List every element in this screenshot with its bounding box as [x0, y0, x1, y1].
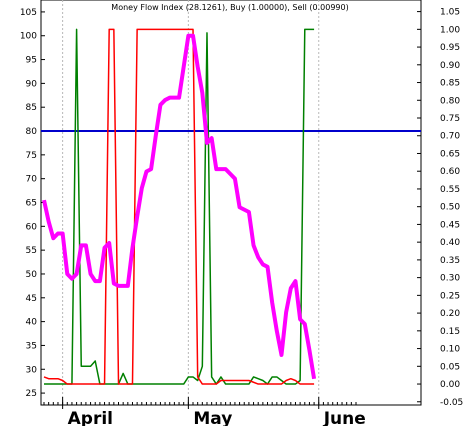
- x-tick-label-april: April: [68, 409, 113, 426]
- left-tick-label: 90: [26, 79, 38, 89]
- left-tick-label: 85: [26, 103, 37, 113]
- left-tick-label: 105: [20, 8, 37, 18]
- right-tick-label: 0.95: [440, 43, 460, 53]
- right-tick-label: 0.90: [440, 61, 460, 71]
- right-tick-label: 0.35: [440, 256, 460, 266]
- right-tick-label: 0.50: [440, 203, 460, 213]
- right-axis-labels: -0.05 0.00 0.05 0.10 0.15 0.20 0.25 0.30 0.35 0.4…: [440, 8, 463, 408]
- plot-frame: [40, 0, 422, 406]
- left-axis-labels: 25 30 35 40 45 50 55 60 65 70 75 80 85 90 95 100 105: [20, 8, 37, 399]
- right-tick-label: 0.85: [440, 79, 460, 89]
- right-tick-label: 0.75: [440, 114, 460, 124]
- left-tick-label: 95: [26, 56, 37, 66]
- x-tick-label-june: June: [323, 409, 366, 426]
- chart-title: Money Flow Index (28.1261), Buy (1.00000…: [111, 3, 348, 12]
- right-tick-label: 0.80: [440, 96, 460, 106]
- right-tick-label: 0.00: [440, 380, 460, 390]
- right-tick-label: -0.05: [440, 398, 463, 408]
- right-tick-label: 0.45: [440, 220, 460, 230]
- series-layer: [42, 28, 317, 385]
- left-tick-label: 75: [26, 151, 37, 161]
- right-tick-label: 0.70: [440, 132, 460, 142]
- left-tick-label: 100: [20, 32, 37, 42]
- right-tick-label: 0.10: [440, 345, 460, 355]
- right-tick-label: 0.25: [440, 291, 460, 301]
- left-tick-label: 25: [26, 389, 37, 399]
- right-tick-label: 0.20: [440, 309, 460, 319]
- left-tick-label: 55: [26, 246, 37, 256]
- left-tick-label: 50: [26, 270, 38, 280]
- series-line-008000: [44, 28, 315, 385]
- right-tick-label: 0.15: [440, 327, 460, 337]
- right-tick-label: 0.65: [440, 149, 460, 159]
- left-tick-label: 40: [26, 318, 38, 328]
- right-tick-label: 0.30: [440, 274, 460, 284]
- left-tick-label: 60: [26, 222, 38, 232]
- left-tick-label: 35: [26, 341, 37, 351]
- series-line-ff00ff: [42, 33, 317, 380]
- right-tick-label: 0.05: [440, 362, 460, 372]
- left-tick-label: 80: [26, 127, 38, 137]
- right-tick-label: 1.05: [440, 8, 460, 18]
- right-tick-label: 0.55: [440, 185, 460, 195]
- right-tick-label: 0.40: [440, 238, 460, 248]
- series-line-ff0000: [43, 28, 315, 385]
- left-tick-label: 45: [26, 294, 37, 304]
- right-tick-label: 1.00: [440, 25, 460, 35]
- left-tick-label: 65: [26, 199, 37, 209]
- left-tick-label: 30: [26, 365, 38, 375]
- right-tick-label: 0.60: [440, 167, 460, 177]
- left-tick-label: 70: [26, 175, 38, 185]
- x-axis-month-labels: April May June: [68, 409, 366, 426]
- x-tick-label-may: May: [193, 409, 232, 426]
- vertical-gridlines: [62, 0, 320, 405]
